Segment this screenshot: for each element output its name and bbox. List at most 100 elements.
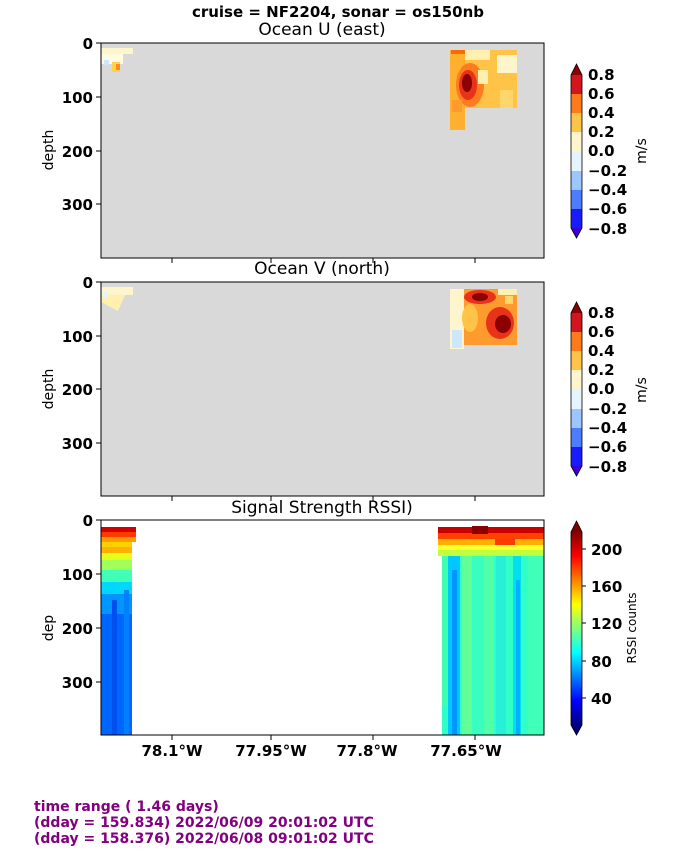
data-region-right <box>450 50 517 130</box>
colorbar-extend-top <box>571 64 582 75</box>
colorbar-tick-label: 0.2 <box>588 123 615 141</box>
colorbar-tick-label: −0.8 <box>588 220 627 238</box>
colorbar-band <box>571 409 582 428</box>
y-ticks: 0 100 200 300 <box>62 274 101 453</box>
data-cell <box>101 542 132 547</box>
data-cell <box>462 74 472 92</box>
colorbar-tick-label: 0.8 <box>588 304 615 322</box>
data-cell <box>103 292 108 297</box>
y-tick-label: 100 <box>62 89 93 107</box>
data-cell <box>462 304 478 332</box>
colorbar-extend-bottom <box>571 725 582 735</box>
colorbar-band <box>571 370 582 389</box>
y-tick-label: 100 <box>62 328 93 346</box>
data-cell <box>438 533 544 539</box>
data-cell <box>112 600 117 735</box>
x-tick-label: 77.65°W <box>430 742 502 760</box>
colorbar-extend-bottom <box>571 466 582 476</box>
colorbar-band <box>571 332 582 351</box>
colorbar-tick-label: −0.6 <box>588 200 627 218</box>
colorbar-tick-label: 0.6 <box>588 85 615 103</box>
colorbar-band <box>571 447 582 466</box>
colorbar-outline <box>570 63 583 239</box>
colorbar-tick-label: −0.2 <box>588 162 627 180</box>
colorbar-label: m/s <box>634 138 650 164</box>
colorbar-tick-label: 120 <box>591 615 622 633</box>
colorbar-band <box>571 171 582 190</box>
data-cell <box>516 580 520 735</box>
colorbar-tick-label: 0.2 <box>588 361 615 379</box>
data-cell <box>101 287 133 295</box>
x-ticks: 78.1°W 77.95°W 77.8°W 77.65°W <box>141 735 502 760</box>
data-cell <box>101 537 136 542</box>
colorbar-tick-label: 0.8 <box>588 66 615 84</box>
colorbar-band <box>571 132 582 151</box>
footer-line: (dday = 159.834) 2022/06/09 20:01:02 UTC <box>34 815 374 831</box>
data-cell <box>452 100 462 112</box>
data-cell <box>484 556 494 735</box>
colorbar-band <box>571 389 582 409</box>
colorbar-band <box>571 351 582 370</box>
y-tick-label: 0 <box>83 512 93 530</box>
data-cell <box>101 532 136 537</box>
colorbar-tick-label: −0.6 <box>588 438 627 456</box>
footer-line: (dday = 158.376) 2022/06/08 09:01:02 UTC <box>34 831 374 847</box>
data-region-right <box>450 289 517 349</box>
data-cell <box>452 330 462 348</box>
colorbar-tick-label: 0.4 <box>588 342 615 360</box>
colorbar-tick-label: 80 <box>591 653 612 671</box>
colorbar-band <box>571 75 582 94</box>
data-region-right <box>438 526 544 735</box>
panel-ocean-v: Ocean V (north) <box>41 259 650 501</box>
data-cell <box>438 539 544 545</box>
colorbar-extend-top <box>571 521 582 532</box>
y-ticks: 0 100 200 300 <box>62 512 101 692</box>
colorbar: 0.8 0.6 0.4 0.2 0.0 −0.2 −0.4 −0.6 −0.8 … <box>570 301 650 477</box>
colorbar-tick-label: −0.4 <box>588 419 627 437</box>
colorbar-band <box>571 94 582 113</box>
x-tick-marks <box>171 496 476 501</box>
colorbar-band <box>571 209 582 228</box>
colorbar: 0.8 0.6 0.4 0.2 0.0 −0.2 −0.4 −0.6 −0.8 … <box>570 63 650 239</box>
data-cell <box>498 289 517 295</box>
colorbar-tick-label: −0.4 <box>588 181 627 199</box>
data-cell <box>495 315 511 333</box>
y-tick-label: 300 <box>62 435 93 453</box>
colorbar-label: m/s <box>634 377 650 403</box>
y-tick-label: 200 <box>62 381 93 399</box>
colorbar-tick-label: −0.8 <box>588 458 627 476</box>
data-cell <box>438 527 544 533</box>
time-range-footer: time range ( 1.46 days) (dday = 159.834)… <box>34 799 374 847</box>
data-cell <box>442 556 448 706</box>
data-cell <box>101 553 132 560</box>
colorbar-tick-label: 40 <box>591 690 612 708</box>
data-cell <box>472 293 488 301</box>
footer-line: time range ( 1.46 days) <box>34 799 219 815</box>
colorbar-tick-label: −0.2 <box>588 400 627 418</box>
data-cell <box>101 295 125 311</box>
data-cell <box>495 539 515 547</box>
panel-title: Signal Strength RSSI) <box>231 498 413 518</box>
data-cell <box>452 570 457 735</box>
x-tick-label: 78.1°W <box>141 742 203 760</box>
data-cell <box>438 545 544 550</box>
data-region-left <box>101 527 136 735</box>
colorbar-tick-label: 0.0 <box>588 380 615 398</box>
data-cell <box>451 50 465 54</box>
data-cell <box>462 556 472 735</box>
data-cell <box>101 48 133 54</box>
colorbar-tick-label: 0.0 <box>588 142 615 160</box>
y-tick-label: 0 <box>83 35 93 53</box>
data-cell <box>500 90 513 108</box>
y-tick-label: 300 <box>62 196 93 214</box>
colorbar-tick-label: 160 <box>591 578 622 596</box>
colorbar-tick-label: 0.6 <box>588 323 615 341</box>
colorbar-tick-label: 200 <box>591 541 622 559</box>
data-cell <box>116 64 120 70</box>
data-cell <box>438 550 544 556</box>
colorbar-extend-top <box>571 302 582 313</box>
colorbar-tick-label: 0.4 <box>588 104 615 122</box>
data-cell <box>101 570 132 582</box>
panel-ocean-u: Ocean U (east) <box>41 20 650 263</box>
colorbar-band <box>571 313 582 332</box>
